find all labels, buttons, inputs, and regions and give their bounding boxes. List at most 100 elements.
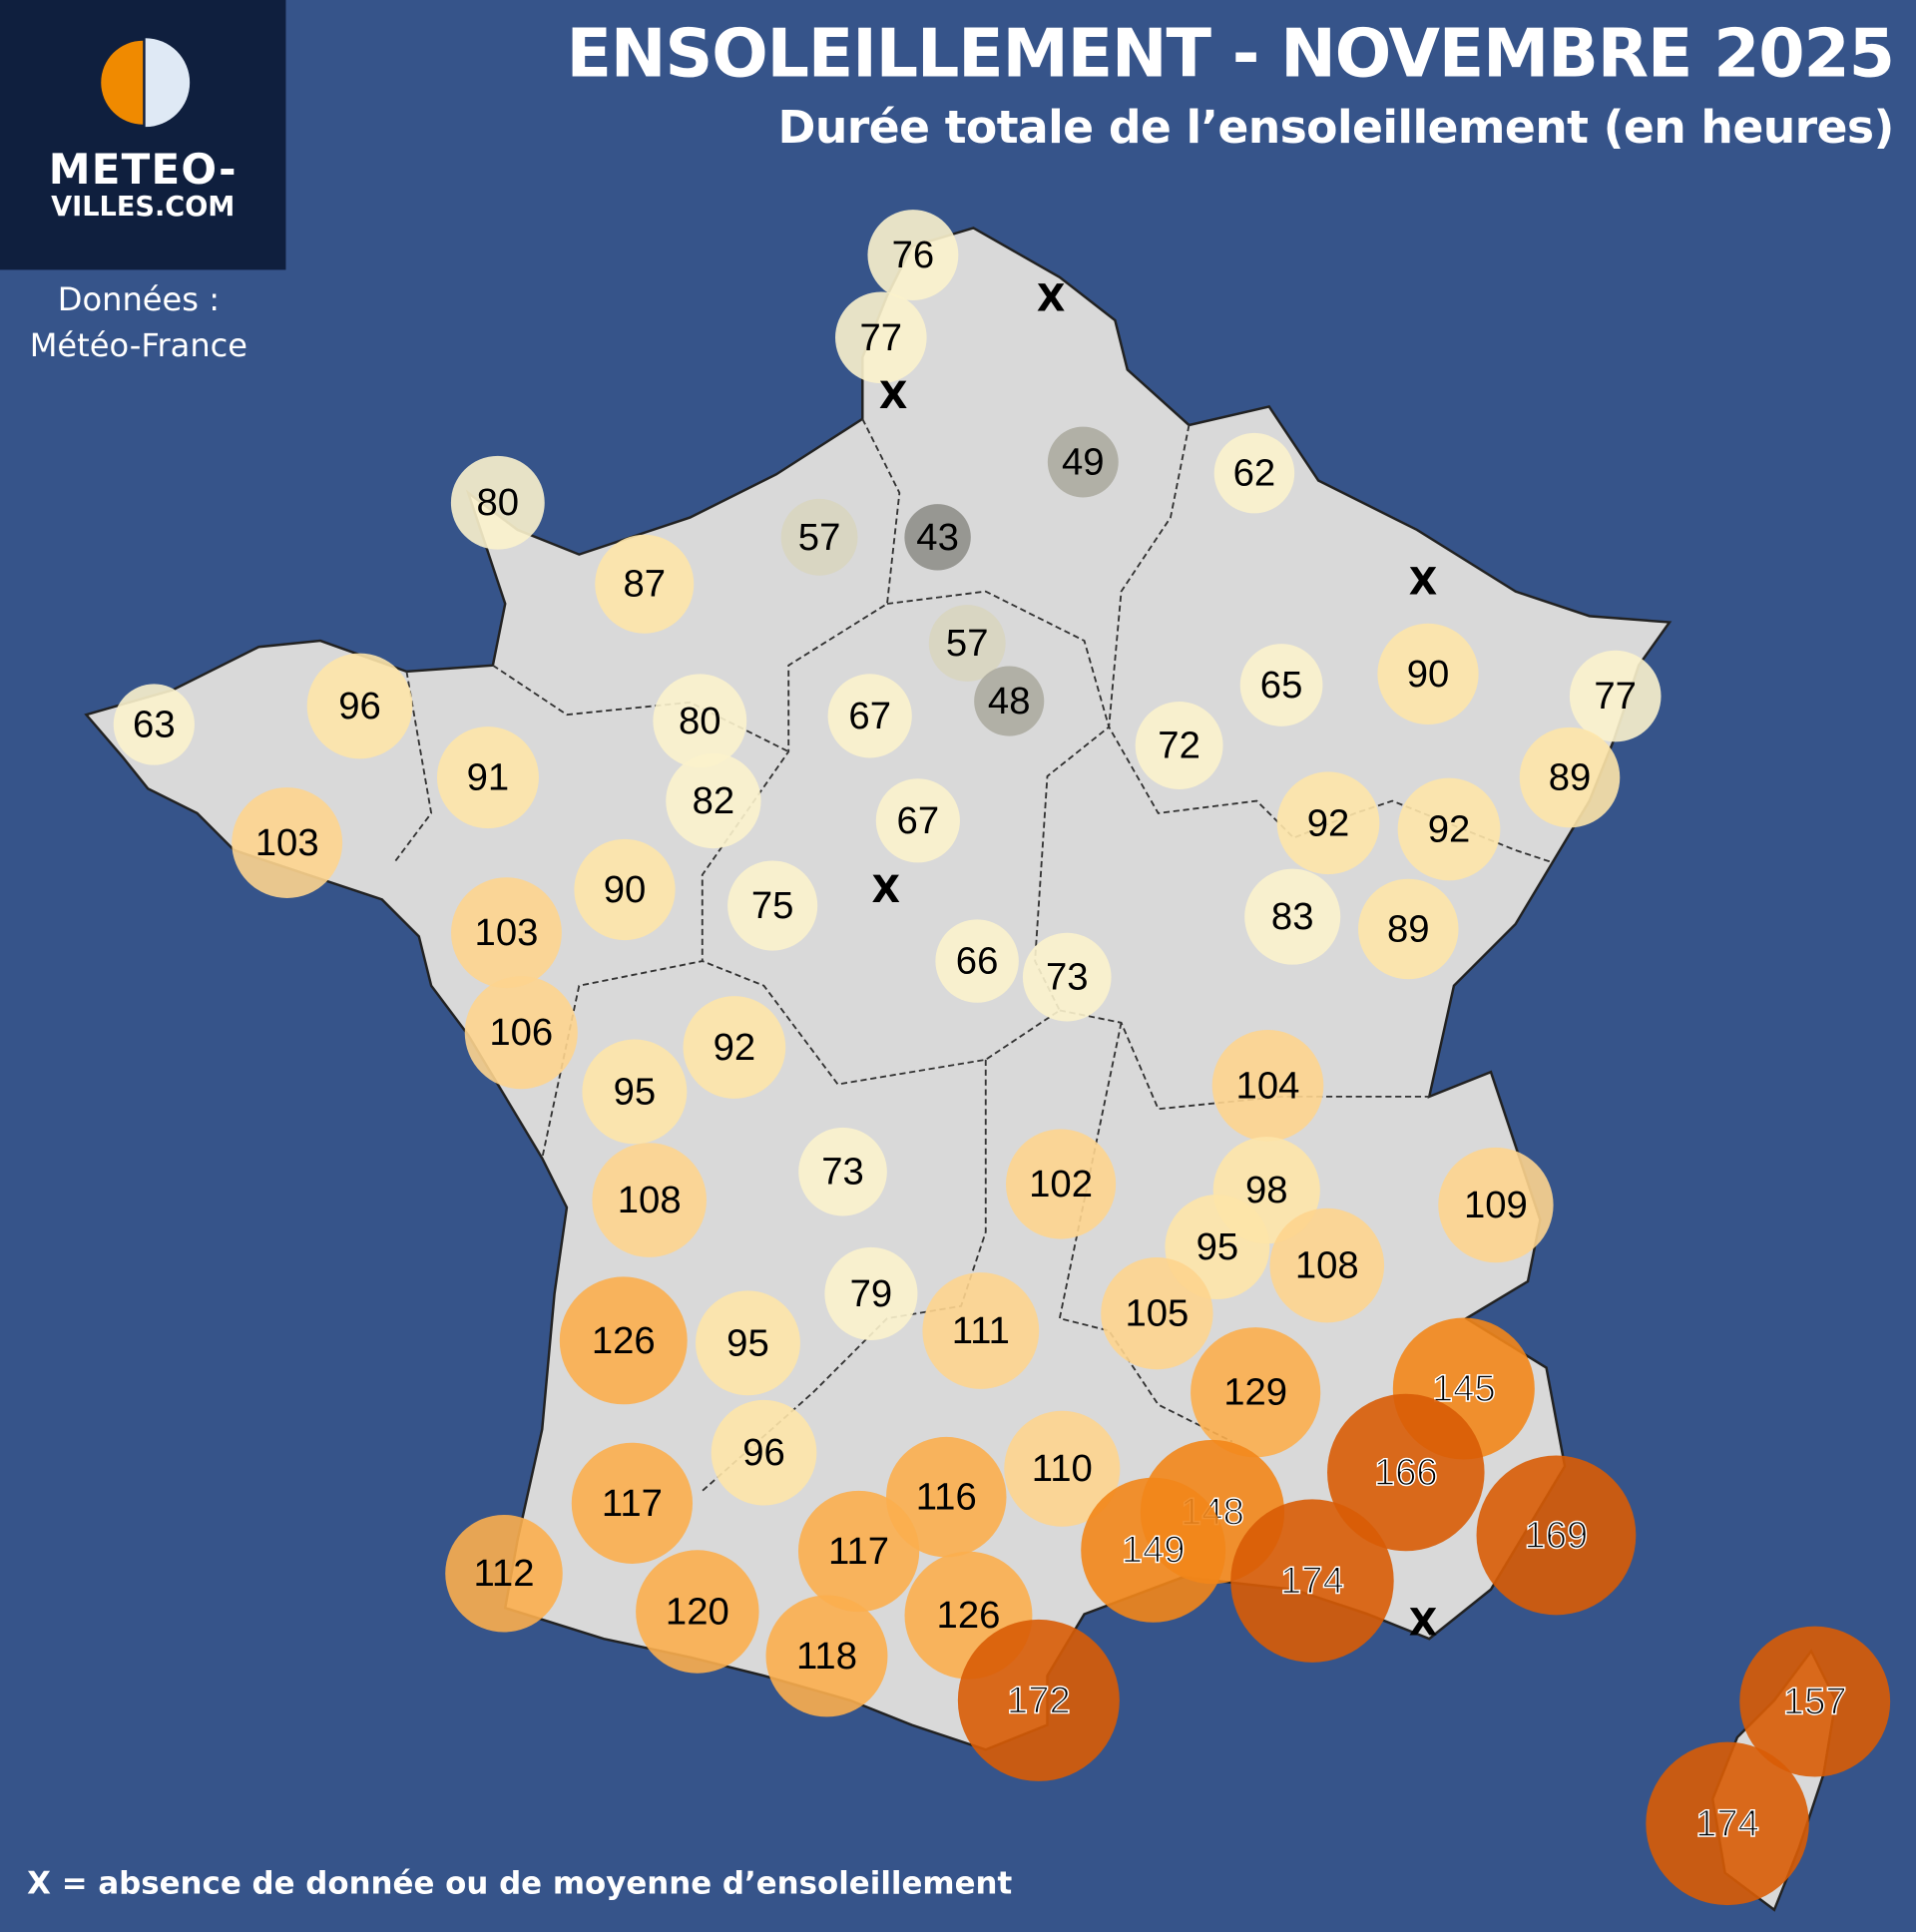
station-marker xyxy=(653,674,747,768)
source-label: Données : xyxy=(57,281,221,319)
station-marker xyxy=(904,504,971,571)
station-marker xyxy=(1438,1147,1554,1263)
station-marker xyxy=(436,726,539,829)
station-marker xyxy=(1358,878,1459,980)
station-value: 126 xyxy=(937,1594,1001,1637)
station-marker xyxy=(464,976,578,1090)
station-value: 108 xyxy=(618,1179,682,1221)
station-value: 80 xyxy=(477,481,520,524)
station-marker xyxy=(1211,1029,1324,1142)
logo-text-line2: VILLES.COM xyxy=(51,192,236,224)
station-value: 67 xyxy=(897,799,940,842)
station-value: 63 xyxy=(133,704,176,746)
station-value: 174 xyxy=(1695,1802,1759,1845)
missing-data-marker: X xyxy=(871,868,900,911)
station-value: 129 xyxy=(1223,1371,1287,1414)
station-marker xyxy=(727,860,818,951)
station-value: 80 xyxy=(679,700,721,742)
station-value: 120 xyxy=(666,1590,729,1633)
station-marker xyxy=(1101,1257,1213,1370)
station-value: 77 xyxy=(1594,675,1637,718)
station-marker xyxy=(1004,1410,1121,1527)
station-marker xyxy=(450,455,545,550)
station-value: 73 xyxy=(821,1151,864,1194)
station-marker xyxy=(1230,1499,1394,1663)
station-value: 117 xyxy=(828,1530,889,1573)
station-marker xyxy=(1213,432,1295,514)
station-marker xyxy=(885,1436,1007,1558)
station-value: 79 xyxy=(850,1272,893,1315)
missing-data-marker: X xyxy=(1409,560,1438,603)
station-value: 172 xyxy=(1007,1679,1071,1721)
station-marker xyxy=(875,778,960,863)
station-value: 57 xyxy=(798,516,841,559)
station-marker xyxy=(1191,1327,1321,1458)
station-value: 116 xyxy=(916,1476,977,1519)
station-value: 105 xyxy=(1125,1292,1189,1335)
station-marker xyxy=(780,498,858,576)
station-value: 67 xyxy=(848,695,891,737)
station-value: 83 xyxy=(1271,895,1314,938)
station-value: 109 xyxy=(1464,1184,1528,1226)
station-value: 96 xyxy=(742,1431,785,1474)
station-value: 126 xyxy=(592,1319,656,1362)
station-marker xyxy=(451,877,562,989)
station-marker xyxy=(1646,1741,1809,1906)
station-marker xyxy=(1022,932,1112,1022)
data-source: Données : Météo-France xyxy=(0,278,277,369)
station-marker xyxy=(867,210,959,301)
station-value: 112 xyxy=(473,1552,534,1595)
station-marker xyxy=(974,666,1045,736)
station-marker xyxy=(666,752,761,849)
station-marker xyxy=(1327,1393,1485,1552)
station-value: 92 xyxy=(1307,801,1350,844)
station-value: 166 xyxy=(1374,1451,1438,1494)
station-value: 43 xyxy=(916,516,959,559)
station-marker xyxy=(695,1290,800,1396)
station-value: 95 xyxy=(726,1321,769,1364)
station-value: 77 xyxy=(860,316,903,359)
station-marker xyxy=(1739,1626,1891,1777)
station-value: 102 xyxy=(1029,1163,1093,1206)
station-marker xyxy=(935,919,1019,1003)
station-marker xyxy=(1276,771,1380,875)
station-value: 110 xyxy=(1032,1447,1093,1490)
station-marker xyxy=(827,674,912,758)
station-value: 76 xyxy=(892,234,935,276)
station-marker xyxy=(928,605,1006,682)
station-value: 87 xyxy=(623,563,666,606)
station-marker xyxy=(1397,777,1501,881)
station-value: 103 xyxy=(255,821,319,864)
station-marker xyxy=(113,684,195,765)
station-value: 90 xyxy=(604,868,647,911)
station-marker xyxy=(595,534,695,634)
station-value: 108 xyxy=(1295,1244,1359,1287)
station-marker xyxy=(711,1399,817,1506)
station-marker xyxy=(571,1442,694,1564)
station-value: 96 xyxy=(338,685,381,727)
logo-sun-icon xyxy=(101,38,191,128)
station-value: 66 xyxy=(956,940,999,983)
station-marker xyxy=(559,1276,688,1405)
station-marker xyxy=(835,291,927,384)
legend-note: X = absence de donnée ou de moyenne d’en… xyxy=(27,1865,1013,1902)
station-marker xyxy=(232,787,343,898)
station-value: 90 xyxy=(1407,653,1450,696)
station-marker xyxy=(1047,426,1119,498)
station-marker xyxy=(797,1490,920,1613)
station-marker xyxy=(922,1272,1040,1389)
station-value: 157 xyxy=(1783,1681,1847,1723)
station-value: 149 xyxy=(1122,1529,1186,1572)
station-value: 91 xyxy=(467,756,510,799)
missing-data-marker: X xyxy=(879,374,908,417)
station-marker xyxy=(574,838,676,941)
missing-data-marker: X xyxy=(1409,1602,1438,1645)
station-marker xyxy=(1244,868,1341,965)
station-marker xyxy=(636,1550,759,1674)
station-value: 106 xyxy=(489,1011,553,1054)
station-value: 89 xyxy=(1549,756,1592,799)
station-value: 117 xyxy=(602,1482,663,1525)
station-marker xyxy=(1081,1477,1226,1623)
